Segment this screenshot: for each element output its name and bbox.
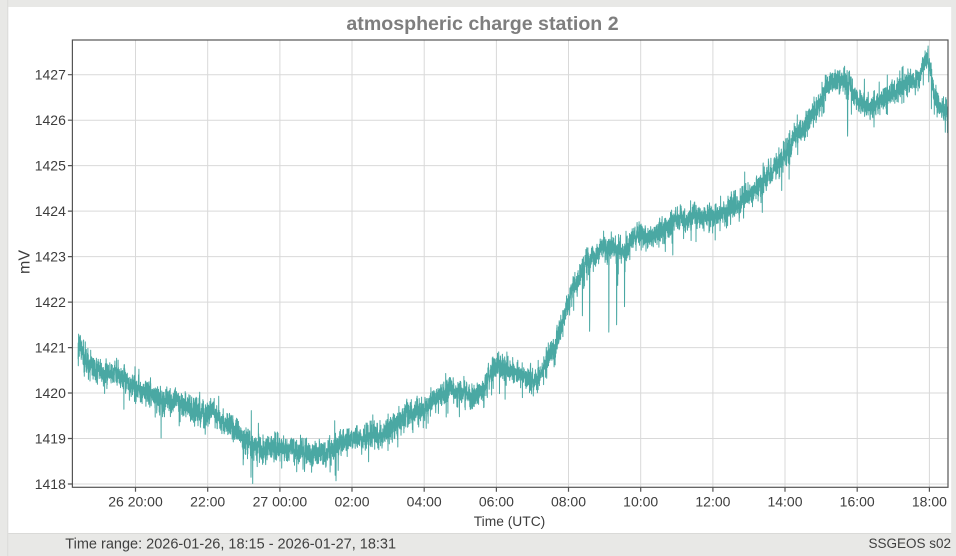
svg-text:Time (UTC): Time (UTC) (474, 514, 546, 529)
svg-text:18:00: 18:00 (912, 494, 947, 510)
svg-text:1427: 1427 (35, 67, 66, 83)
svg-text:06:00: 06:00 (479, 494, 514, 510)
svg-text:Time range: 2026-01-26, 18:15: Time range: 2026-01-26, 18:15 - 2026-01-… (65, 537, 396, 553)
svg-text:1423: 1423 (35, 249, 66, 265)
svg-text:02:00: 02:00 (334, 494, 369, 510)
svg-text:12:00: 12:00 (695, 494, 730, 510)
svg-text:27 00:00: 27 00:00 (253, 494, 308, 510)
svg-text:SSGEOS s02: SSGEOS s02 (868, 536, 951, 551)
svg-text:22:00: 22:00 (190, 494, 225, 510)
svg-text:1424: 1424 (35, 203, 66, 219)
svg-text:1418: 1418 (35, 476, 66, 492)
svg-text:14:00: 14:00 (767, 494, 802, 510)
svg-text:1420: 1420 (35, 385, 66, 401)
svg-text:1425: 1425 (35, 158, 66, 174)
svg-text:atmospheric charge station 2: atmospheric charge station 2 (346, 13, 618, 35)
svg-text:26 20:00: 26 20:00 (108, 494, 163, 510)
svg-text:1422: 1422 (35, 294, 66, 310)
svg-text:08:00: 08:00 (551, 494, 586, 510)
svg-text:1419: 1419 (35, 431, 66, 447)
svg-text:04:00: 04:00 (407, 494, 442, 510)
svg-text:1421: 1421 (35, 340, 66, 356)
svg-text:1426: 1426 (35, 112, 66, 128)
svg-text:16:00: 16:00 (840, 494, 875, 510)
svg-text:mV: mV (17, 250, 34, 274)
svg-text:10:00: 10:00 (623, 494, 658, 510)
